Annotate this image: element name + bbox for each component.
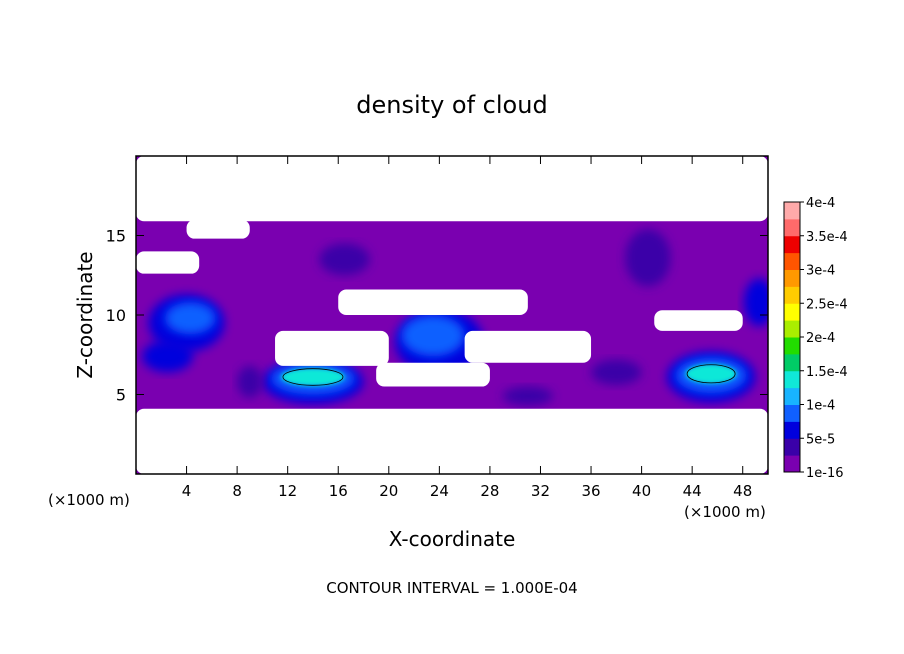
contour-feature [502,386,554,406]
contour-feature [165,302,216,335]
y-tick-label: 5 [116,386,126,405]
x-tick-label: 48 [733,482,752,500]
colorbar-label: 3.5e-4 [806,230,848,245]
x-axis-label: X-coordinate [389,527,516,551]
y-axis: 5 10 15 [106,227,768,405]
clear-region [136,156,768,222]
colorbar-label: 2.5e-4 [806,297,848,312]
clear-region [338,289,528,315]
colorbar-swatch [784,370,800,389]
colorbar-label: 3e-4 [806,264,835,279]
colorbar-swatch [784,387,800,405]
colorbar: 1e-16 5e-5 1e-4 1.5e-4 2e-4 2.5e-4 3e-4 3.5e-4 4… [783,196,848,481]
colorbar-swatch [784,303,800,321]
clear-region [275,330,389,366]
y-axis-label: Z-coordinate [73,251,97,378]
clear-region [136,251,200,274]
x-tick-label: 40 [632,482,651,500]
colorbar-swatch [784,455,800,473]
colorbar-label: 1.5e-4 [806,365,848,380]
contour-feature [142,340,193,373]
colorbar-label: 4e-4 [806,196,835,211]
x-tick-label: 4 [182,482,192,500]
colorbar-swatch [784,286,800,304]
colorbar-swatch [784,202,800,220]
contour-interval-note: CONTOUR INTERVAL = 1.000E-04 [326,579,577,597]
colorbar-swatch [784,404,800,422]
clear-region [186,219,250,239]
colorbar-swatch [784,235,800,254]
clear-region [464,330,592,363]
colorbar-swatch [784,269,800,287]
contour-feature [319,243,370,276]
colorbar-swatch [784,218,800,237]
contour-feature [743,278,768,327]
contour-feature [281,368,345,386]
colorbar-label: 1e-4 [806,399,835,414]
colorbar-swatch [784,438,800,456]
x-unit-left: (×1000 m) [48,491,130,509]
y-tick-label: 10 [106,306,126,325]
clear-region [654,310,743,331]
colorbar-label: 1e-16 [806,466,844,481]
x-tick-label: 36 [581,482,600,500]
x-tick-label: 44 [683,482,702,500]
contour-line [686,364,736,384]
contour-feature [591,359,642,385]
chart-title: density of cloud [356,91,547,119]
y-tick-label: 15 [106,227,126,246]
colorbar-label: 2e-4 [806,331,835,346]
x-tick-label: 28 [480,482,499,500]
x-axis: 4 8 12 16 20 24 28 32 36 40 44 48 [182,156,752,500]
x-unit-right: (×1000 m) [684,503,766,521]
x-tick-label: 12 [278,482,297,500]
contour-feature [685,364,737,384]
contour-feature [625,229,671,287]
contour-line [282,368,344,386]
colorbar-swatch [784,252,800,270]
colorbar-label: 5e-5 [806,432,835,447]
colorbar-swatch [784,337,800,355]
x-tick-label: 16 [329,482,348,500]
contour-feature [401,315,465,357]
x-tick-label: 20 [379,482,398,500]
clear-region [376,362,490,387]
x-tick-label: 8 [232,482,242,500]
x-tick-label: 32 [531,482,550,500]
clear-region [136,408,768,474]
contour-field [136,156,768,474]
x-tick-label: 24 [430,482,449,500]
colorbar-swatch [784,353,800,372]
colorbar-swatch [784,421,800,439]
contour-feature [237,365,263,398]
colorbar-swatch [784,320,800,338]
